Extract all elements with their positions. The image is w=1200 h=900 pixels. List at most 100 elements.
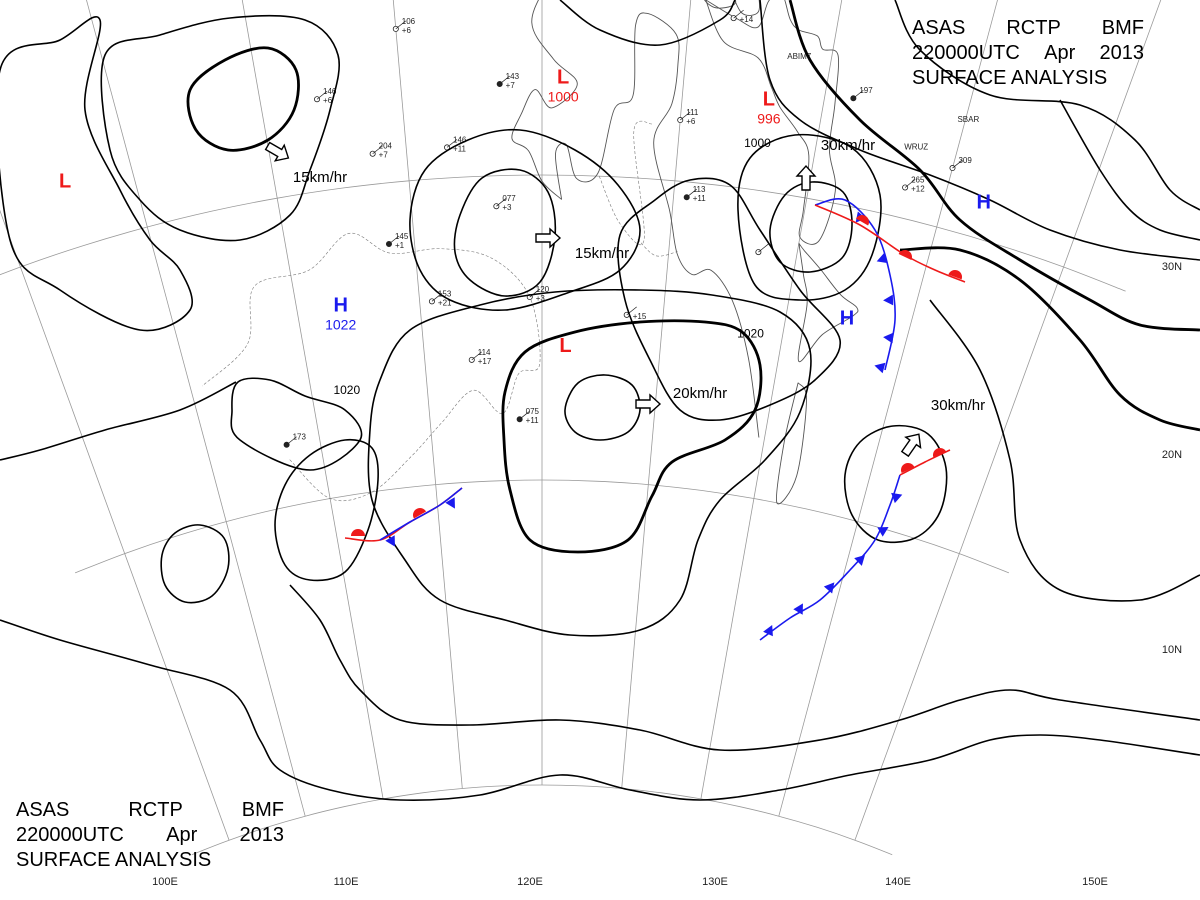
ship-call-sign: WRUZ [904, 143, 928, 152]
isobar [409, 128, 641, 312]
station-pressure: 114 [478, 348, 491, 357]
title-agency-2: RCTP [1006, 17, 1061, 39]
isobar [160, 524, 230, 604]
station-plot: 204+7 [369, 142, 393, 160]
station-pressure: 153 [438, 289, 452, 298]
station-tendency: +11 [453, 144, 467, 153]
boundary-line [598, 120, 653, 246]
warm-front-line [814, 204, 966, 283]
low-pressure-center: L [557, 67, 569, 89]
title-agency-3: BMF [1101, 17, 1144, 39]
station-plot: 114+17 [468, 348, 492, 366]
station-pressure: 309 [958, 156, 972, 165]
isobar [929, 299, 1200, 602]
isobar [788, 0, 1200, 332]
station-tendency: +11 [693, 194, 707, 203]
meridian-line [854, 0, 1162, 841]
title-time-bottom: 220000UTC [16, 824, 124, 846]
ship-call-sign: ABIM7 [787, 52, 812, 61]
station-pressure: 173 [293, 433, 307, 442]
isobar [559, 0, 736, 46]
title-time-row-bottom: 220000UTC Apr 2013 [16, 823, 284, 848]
motion-arrow-icon [264, 141, 290, 162]
motion-speed-label: 15km/hr [293, 169, 347, 186]
warm-front-semicircle [413, 508, 427, 519]
isobar [274, 438, 379, 582]
coastline [555, 12, 760, 438]
wind-barb [686, 188, 697, 198]
station-pressure: 120 [536, 285, 550, 294]
low-pressure-center: L [59, 170, 71, 192]
station-plots: 173146+6204+7145+1153+21114+17075+11120+… [283, 9, 979, 448]
longitude-label: 140E [885, 876, 911, 888]
station-plot: 075+11 [516, 407, 540, 425]
center-pressure-value: 1000 [548, 89, 579, 105]
station-pressure: 146 [323, 87, 337, 96]
title-agency-row: ASAS RCTP BMF [912, 16, 1144, 41]
isobar [367, 288, 812, 637]
station-plot: 197 [850, 86, 873, 102]
isobar [453, 168, 557, 297]
longitude-label: 150E [1082, 876, 1108, 888]
station-tendency: +11 [526, 416, 540, 425]
isobar [769, 181, 853, 273]
cold-front-triangle [445, 497, 455, 509]
meridian-line [700, 0, 843, 799]
station-pressure: 265 [911, 175, 925, 184]
isobar [737, 133, 882, 301]
title-agency-row-bottom: ASAS RCTP BMF [16, 798, 284, 823]
wind-barb [519, 410, 530, 420]
station-plot: +14 [730, 9, 754, 24]
warm-front-semicircle [855, 215, 869, 226]
isobar [501, 319, 763, 554]
title-month-bottom: Apr [166, 824, 198, 846]
isobar [186, 46, 300, 152]
station-plot: 153+21 [428, 289, 452, 307]
motion-speed-label: 30km/hr [821, 137, 875, 154]
title-block-bottom: ASAS RCTP BMF 220000UTC Apr 2013 SURFACE… [16, 798, 284, 873]
isobar [0, 16, 194, 332]
isobar-value-label: 1020 [737, 326, 764, 340]
isobars: 10201000102010201020 [0, 0, 1200, 801]
isobar [617, 177, 841, 422]
isobar [289, 584, 1200, 752]
station-plot: 146+6 [314, 87, 337, 105]
station-pressure: 143 [506, 72, 520, 81]
isobar [230, 377, 363, 471]
title-product: SURFACE ANALYSIS [912, 67, 1108, 89]
wind-barb [286, 436, 297, 445]
station-pressure: 113 [693, 185, 706, 194]
title-agency-2-bottom: RCTP [128, 799, 183, 821]
isobar-value-label: 1000 [744, 136, 771, 150]
station-pressure: 145 [395, 232, 409, 241]
meridian-line [392, 0, 463, 789]
cold-front-triangle [874, 362, 886, 374]
longitude-label: 110E [334, 876, 359, 888]
isobar [1059, 99, 1200, 241]
title-year: 2013 [1099, 42, 1145, 64]
station-plot: 106+6 [392, 17, 416, 35]
station-tendency: +6 [686, 117, 696, 126]
wind-barb [471, 351, 482, 361]
coastline [797, 242, 859, 363]
isobar [100, 14, 340, 242]
station-tendency: +3 [536, 294, 546, 303]
station-tendency: +7 [379, 151, 389, 160]
wind-barb [529, 288, 540, 298]
high-pressure-center: H [977, 192, 991, 214]
motion-arrow-icon [795, 164, 817, 191]
station-tendency: +21 [438, 298, 452, 307]
warm-front-semicircle [351, 529, 365, 536]
station-plot [755, 243, 769, 256]
motion-arrow-icon [535, 227, 562, 249]
motion-speed-label: 20km/hr [673, 385, 727, 402]
title-agency-1: ASAS [912, 17, 966, 39]
warm-front-semicircle [933, 448, 947, 458]
station-plot: 145+1 [385, 232, 409, 250]
ship-call-sign: SBAR [957, 115, 979, 124]
cold-front-triangle [891, 492, 903, 504]
longitude-label: 100E [152, 876, 178, 888]
latitude-label: 30N [1162, 261, 1182, 273]
fronts [344, 198, 966, 641]
high-pressure-center: H [333, 295, 347, 317]
